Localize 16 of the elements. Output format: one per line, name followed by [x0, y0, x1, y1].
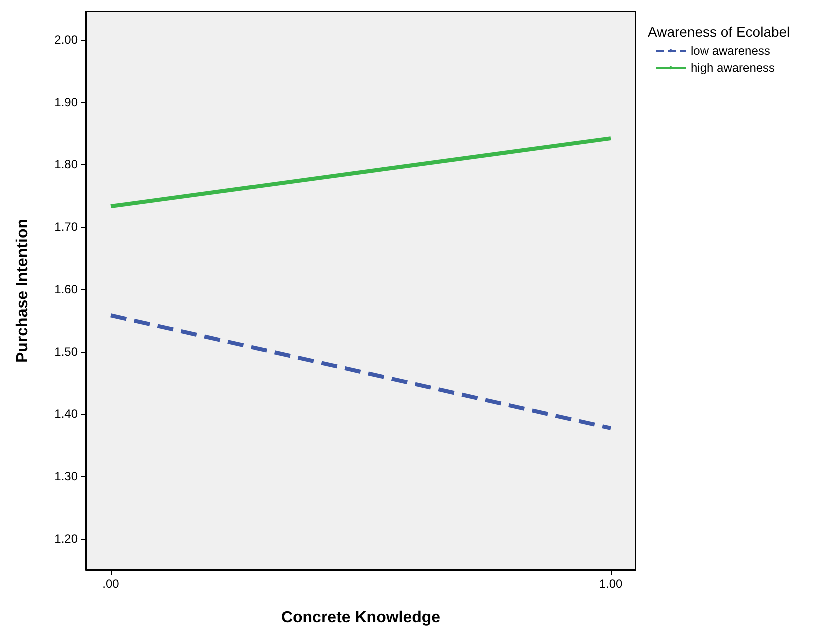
x-tick-label: .00 — [102, 577, 120, 591]
y-tick-label: 1.60 — [54, 282, 78, 296]
y-tick-label: 1.90 — [54, 95, 78, 110]
y-tick-label: 1.20 — [54, 532, 78, 546]
legend-title: Awareness of Ecolabel — [648, 24, 790, 40]
x-axis-title: Concrete Knowledge — [281, 610, 441, 626]
y-tick-label: 2.00 — [54, 33, 78, 48]
y-tick-label: 1.40 — [54, 407, 78, 422]
y-axis-title: Purchase Intention — [14, 218, 32, 364]
y-tick-label: 1.70 — [54, 220, 78, 234]
x-tick-label: 1.00 — [599, 577, 623, 591]
y-tick-label: 1.80 — [54, 158, 78, 172]
legend-label: low awareness — [691, 44, 770, 58]
y-tick-label: 1.50 — [54, 344, 78, 359]
legend-label: high awareness — [691, 61, 776, 75]
y-tick-label: 1.30 — [54, 469, 78, 484]
